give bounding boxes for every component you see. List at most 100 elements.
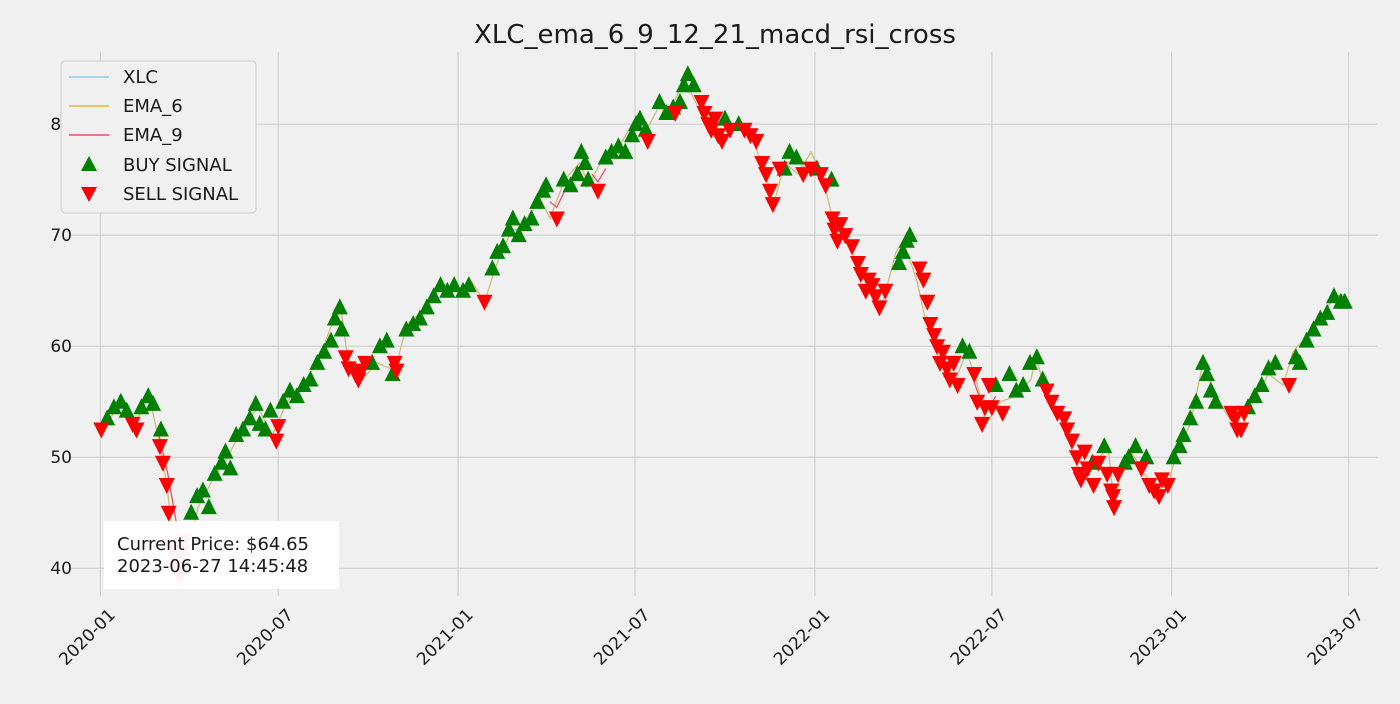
sell-signal-marker — [844, 239, 861, 256]
buy-signal-marker — [504, 209, 521, 226]
buy-signal-marker — [213, 453, 230, 470]
sell-signal-marker — [849, 255, 866, 272]
buy-signal-marker — [235, 420, 252, 437]
buy-signal-marker — [222, 459, 239, 476]
buy-signal-marker — [302, 370, 319, 387]
buy-signal-marker — [637, 120, 654, 137]
buy-signal-marker — [1175, 426, 1192, 443]
y-tick-label: 40 — [50, 559, 72, 579]
buy-signal-marker — [295, 376, 312, 393]
buy-signal-marker — [1171, 437, 1188, 454]
buy-signal-marker — [326, 309, 343, 326]
sell-signal-marker — [128, 422, 145, 439]
legend-label-buy: BUY SIGNAL — [123, 155, 232, 176]
sell-signal-marker — [994, 405, 1011, 422]
buy-signal-marker — [425, 287, 442, 304]
buy-signal-marker — [538, 176, 555, 193]
buy-signal-marker — [439, 281, 456, 298]
sell-signal-marker — [803, 161, 820, 178]
buy-signal-marker — [1127, 437, 1144, 454]
sell-signal-marker — [1233, 422, 1250, 439]
buy-signal-marker — [523, 209, 540, 226]
buy-signal-marker — [206, 464, 223, 481]
buy-signal-marker — [257, 420, 274, 437]
sell-signal-marker — [1085, 477, 1102, 494]
buy-signal-marker — [1015, 376, 1032, 393]
sell-signal-marker — [932, 355, 949, 372]
buy-signal-marker — [398, 320, 415, 337]
sell-signal-marker — [93, 422, 110, 439]
buy-signal-marker — [183, 503, 200, 520]
sell-signal-marker — [974, 416, 991, 433]
legend: XLC EMA_6 EMA_9 BUY SIGNAL SELL SIGNAL — [60, 60, 257, 214]
buy-signal-marker — [99, 409, 116, 426]
sell-signal-marker — [1105, 489, 1122, 506]
buy-signal-marker — [1260, 359, 1277, 376]
buy-signal-marker — [228, 426, 245, 443]
sell-signal-marker — [1056, 411, 1073, 428]
buy-signal-marker — [603, 142, 620, 159]
buy-signal-marker — [1253, 376, 1270, 393]
buy-signal-marker — [1319, 303, 1336, 320]
buy-signal-marker — [1096, 437, 1113, 454]
buy-signal-marker — [1312, 309, 1329, 326]
sell-signal-marker — [867, 289, 884, 306]
buy-signal-marker — [371, 337, 388, 354]
series-line-ema9 — [591, 168, 607, 184]
sell-signal-marker — [639, 133, 656, 150]
buy-signal-marker — [112, 392, 129, 409]
sell-signal-marker — [852, 267, 869, 284]
buy-signal-marker — [1165, 448, 1182, 465]
legend-marker-sell — [81, 187, 97, 202]
buy-signal-marker — [1182, 409, 1199, 426]
sell-signal-marker — [911, 261, 928, 278]
legend-label-xlc: XLC — [123, 67, 158, 88]
buy-signal-marker — [672, 92, 689, 109]
sell-signal-marker — [388, 363, 405, 380]
legend-box — [60, 60, 257, 214]
grid-layer — [70, 52, 1378, 596]
buy-signal-marker — [562, 176, 579, 193]
buy-signal-marker — [1034, 370, 1051, 387]
sell-signal-marker — [829, 233, 846, 250]
buy-signal-marker — [309, 353, 326, 370]
sell-signal-marker — [919, 294, 936, 311]
chart-title: XLC_ema_6_9_12_21_macd_rsi_cross — [474, 20, 956, 50]
buy-signal-marker — [200, 498, 217, 515]
buy-signal-marker — [241, 409, 258, 426]
buy-signal-marker — [1298, 331, 1315, 348]
sell-signal-marker — [548, 211, 565, 228]
sell-signal-marker — [764, 197, 781, 214]
buy-signal-marker — [1207, 392, 1224, 409]
sell-signal-marker — [1109, 466, 1126, 483]
buy-signal-marker — [405, 315, 422, 331]
buy-signal-marker — [1188, 392, 1205, 409]
buy-signal-marker — [529, 192, 546, 209]
buy-signal-marker — [484, 259, 501, 276]
sell-signal-marker — [926, 328, 943, 345]
series-line-ema9 — [549, 190, 566, 209]
legend-label-ema6: EMA_6 — [123, 96, 183, 117]
sell-signal-marker — [1227, 411, 1244, 428]
sell-signal-marker — [1038, 383, 1055, 400]
buy-signal-marker — [118, 401, 135, 418]
buy-signal-marker — [333, 320, 350, 337]
sell-signal-marker — [357, 355, 374, 372]
sell-signal-marker — [966, 366, 983, 383]
buy-signal-marker — [152, 420, 169, 437]
sell-signal-marker — [949, 378, 966, 395]
sell-signal-marker — [1099, 466, 1116, 483]
sell-signal-marker — [983, 400, 1000, 417]
buy-signal-marker — [1198, 364, 1215, 381]
sell-signal-marker — [337, 350, 354, 367]
sell-signal-marker — [824, 211, 841, 228]
buy-signal-marker — [1008, 381, 1025, 398]
buy-signal-marker — [262, 401, 279, 418]
buy-signal-marker — [460, 276, 477, 293]
sell-signal-marker — [1079, 461, 1096, 478]
annotation-box — [104, 521, 339, 589]
sell-signal-marker — [795, 167, 812, 184]
buy-signal-marker — [323, 331, 340, 348]
